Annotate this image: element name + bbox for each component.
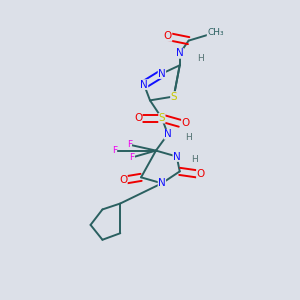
Text: H: H [185, 133, 192, 142]
Text: F: F [127, 140, 132, 149]
Text: O: O [196, 169, 205, 179]
Text: O: O [182, 118, 190, 128]
Text: F: F [130, 153, 135, 162]
Text: N: N [176, 48, 184, 59]
Text: O: O [119, 175, 128, 185]
Text: H: H [191, 155, 198, 164]
Text: H: H [197, 54, 204, 63]
Text: O: O [164, 32, 172, 41]
Text: N: N [173, 152, 181, 161]
Text: O: O [134, 113, 142, 123]
Text: N: N [158, 69, 166, 79]
Text: S: S [170, 92, 177, 101]
Text: N: N [140, 80, 148, 90]
Text: CH₃: CH₃ [207, 28, 224, 37]
Text: N: N [164, 129, 172, 139]
Text: N: N [158, 178, 166, 188]
Text: F: F [112, 146, 117, 155]
Text: S: S [159, 113, 165, 123]
